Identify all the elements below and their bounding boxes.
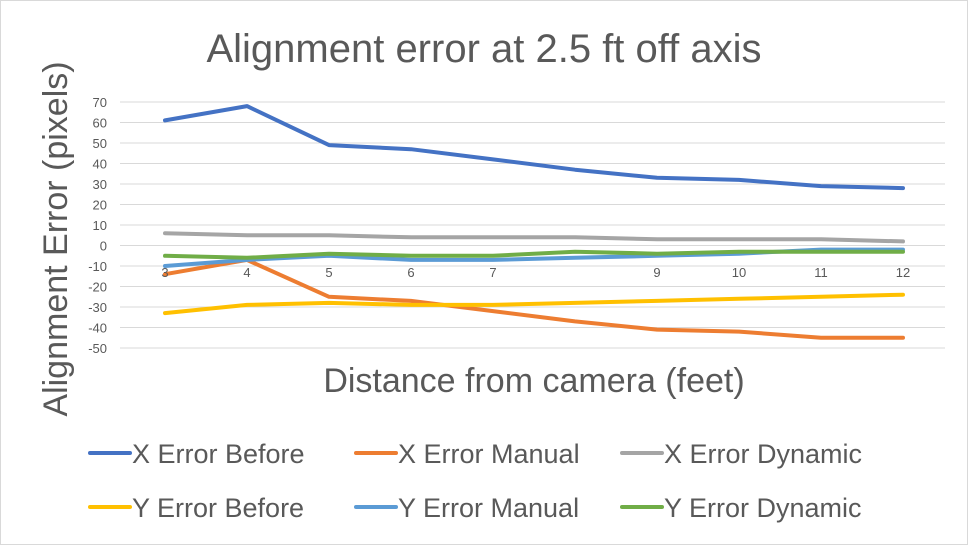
- series-line-x-error-before: [163, 104, 905, 191]
- legend-label: Y Error Before: [132, 493, 304, 523]
- y-tick-label: 70: [93, 95, 107, 110]
- x-tick-label: 6: [407, 265, 414, 280]
- series-line-y-error-before: [163, 292, 905, 316]
- chart-title: Alignment error at 2.5 ft off axis: [206, 27, 761, 71]
- legend-label: X Error Before: [132, 439, 305, 469]
- gridlines: [120, 101, 945, 349]
- y-tick-label: 30: [93, 177, 107, 192]
- series-line-x-error-dynamic: [163, 231, 905, 244]
- y-tick-label: 60: [93, 116, 107, 131]
- legend-label: X Error Manual: [398, 439, 580, 469]
- x-tick-label: 3: [161, 265, 168, 280]
- y-tick-label: 10: [93, 218, 107, 233]
- legend: X Error Before X Error Manual X Error Dyna…: [88, 439, 862, 523]
- legend-label: X Error Dynamic: [664, 439, 862, 469]
- x-tick-label: 7: [489, 265, 496, 280]
- legend-label: Y Error Manual: [398, 493, 579, 523]
- y-tick-label: 40: [93, 157, 107, 172]
- x-axis-ticks: 3 4 5 6 7 9 10 11 12: [161, 265, 910, 280]
- y-tick-label: 50: [93, 136, 107, 151]
- x-tick-label: 10: [732, 265, 746, 280]
- y-tick-label: -20: [88, 280, 107, 295]
- y-axis-title: Alignment Error (pixels): [37, 61, 75, 416]
- x-tick-label: 12: [896, 265, 910, 280]
- y-tick-label: -50: [88, 341, 107, 356]
- y-tick-label: 20: [93, 198, 107, 213]
- y-tick-label: -30: [88, 300, 107, 315]
- x-axis-title: Distance from camera (feet): [323, 362, 744, 400]
- y-tick-label: 0: [100, 239, 107, 254]
- series-line-x-error-manual: [163, 257, 905, 340]
- y-tick-label: -10: [88, 259, 107, 274]
- x-tick-label: 4: [243, 265, 250, 280]
- legend-label: Y Error Dynamic: [664, 493, 862, 523]
- y-axis-ticks: 70 60 50 40 30 20 10 0 -10 -20 -30 -40 -50: [88, 95, 107, 356]
- y-tick-label: -40: [88, 321, 107, 336]
- x-tick-label: 11: [814, 265, 828, 280]
- series-line-y-error-dynamic: [163, 249, 905, 260]
- series-lines: [163, 104, 905, 340]
- x-tick-label: 9: [653, 265, 660, 280]
- x-tick-label: 5: [325, 265, 332, 280]
